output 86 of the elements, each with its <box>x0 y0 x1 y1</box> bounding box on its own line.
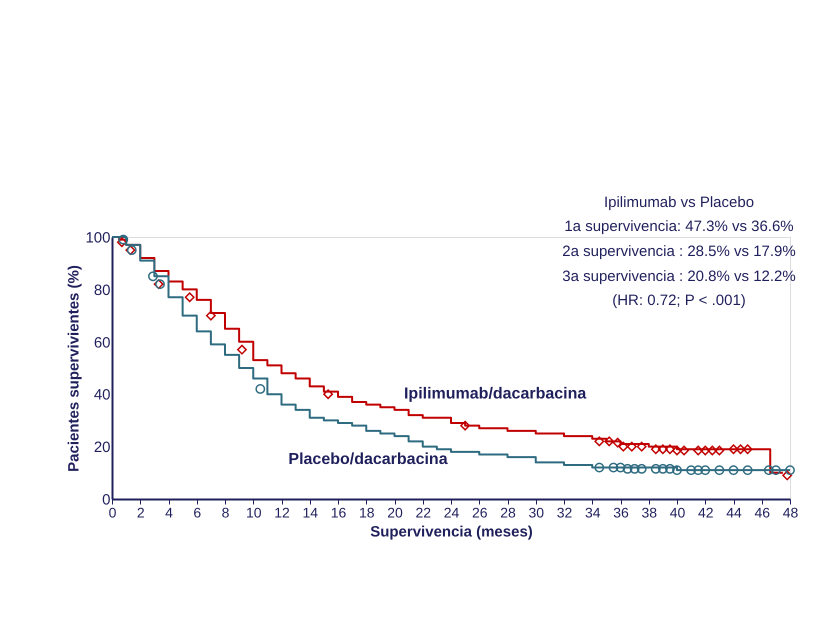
point <box>700 446 710 456</box>
series-label: Ipilimumab/dacarbacina <box>404 386 586 403</box>
point <box>658 444 668 454</box>
text: 1a supervivencia: 47.3% vs 36.6% <box>564 218 794 235</box>
x-tick-label: 34 <box>584 504 601 520</box>
point <box>672 446 682 456</box>
point <box>665 444 675 454</box>
point <box>237 344 247 355</box>
point <box>764 465 774 476</box>
x-tick-label: 18 <box>358 504 375 520</box>
x-tick-label: 44 <box>726 504 742 520</box>
y-axis-title: Pacientes supervivientes (%) <box>65 265 82 472</box>
point <box>714 446 724 456</box>
point <box>118 234 128 245</box>
point <box>693 465 704 476</box>
point <box>608 462 618 472</box>
point <box>650 464 661 474</box>
x-tick-label: 14 <box>302 504 318 520</box>
x-tick-label: 46 <box>754 504 770 520</box>
point <box>728 444 738 454</box>
text: Ipilimumab vs Placebo <box>604 194 754 211</box>
point <box>616 462 626 472</box>
point <box>630 464 640 474</box>
point <box>728 465 738 476</box>
point <box>742 465 753 476</box>
annotation: 3a supervivencia : 20.8% vs 12.2% <box>562 268 796 285</box>
point <box>700 465 710 476</box>
point <box>622 464 632 474</box>
x-tick-label: 22 <box>415 504 432 520</box>
y-tick-label: 20 <box>94 439 110 456</box>
y-tick-label: 60 <box>94 334 110 352</box>
x-tick-label: 24 <box>444 504 460 520</box>
point <box>184 292 195 302</box>
y-tick-label: 40 <box>94 386 110 404</box>
point <box>636 464 647 474</box>
x-tick-label: 32 <box>556 504 572 520</box>
x-tick-label: 48 <box>782 504 798 520</box>
x-tick-label: 4 <box>165 504 174 520</box>
y-tick-label: 100 <box>85 230 110 246</box>
point <box>255 384 266 394</box>
point <box>770 465 781 476</box>
x-tick-label: 6 <box>193 504 202 520</box>
x-tick-label: 10 <box>246 504 262 520</box>
x-tick-label: 28 <box>500 504 516 520</box>
x-tick-label: 20 <box>387 504 403 520</box>
point <box>785 465 795 476</box>
annotation: (HR: 0.72; P < .001) <box>612 292 746 309</box>
x-tick-label: 2 <box>136 504 145 520</box>
x-tick-label: 38 <box>641 504 658 520</box>
x-axis-title: Supervivencia (meses) <box>370 524 533 540</box>
x-tick-label: 42 <box>698 504 714 520</box>
point <box>650 444 661 454</box>
point <box>206 310 216 321</box>
point <box>626 442 637 452</box>
x-tick-label: 40 <box>670 504 686 520</box>
point <box>672 465 682 476</box>
y-tick-label: 0 <box>102 492 110 508</box>
x-tick-label: 12 <box>274 504 290 520</box>
point <box>782 470 792 480</box>
point <box>736 444 746 454</box>
point <box>665 464 675 474</box>
point <box>679 446 689 456</box>
point <box>148 271 158 282</box>
x-tick-label: 36 <box>613 504 629 520</box>
x-tick-label: 30 <box>528 504 544 520</box>
series-label: Placebo/dacarbacina <box>288 451 448 468</box>
point <box>693 446 704 456</box>
x-tick-label: 26 <box>472 504 488 520</box>
x-tick-label: 16 <box>330 504 346 520</box>
point <box>604 436 614 446</box>
point <box>618 442 628 452</box>
point <box>658 464 668 474</box>
x-tick-label: 8 <box>222 504 230 520</box>
point <box>323 389 334 400</box>
point <box>594 436 604 446</box>
point <box>742 444 753 454</box>
point <box>714 465 724 476</box>
point <box>594 462 604 472</box>
point <box>460 420 470 431</box>
annotation: 2a supervivencia : 28.5% vs 17.9% <box>562 243 796 260</box>
point <box>707 446 718 456</box>
point <box>636 442 647 452</box>
point <box>686 465 696 476</box>
point <box>116 237 127 248</box>
y-tick-label: 80 <box>94 282 110 299</box>
point <box>612 438 623 448</box>
